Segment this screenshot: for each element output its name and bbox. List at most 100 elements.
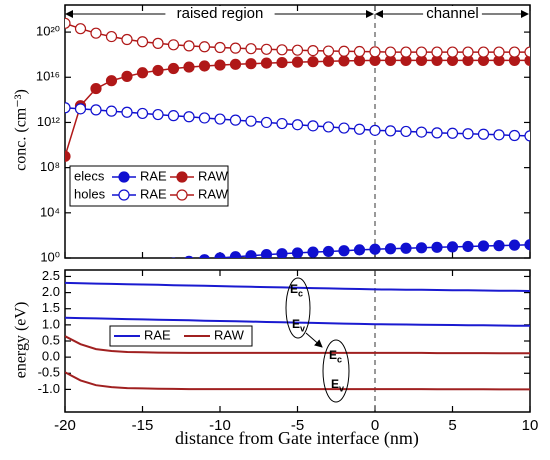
x-tick-label: -5 [291,417,304,434]
data-point [322,55,335,67]
y-tick-label: 10¹² [37,114,61,129]
data-point [524,130,530,142]
data-point [183,61,195,73]
plot-frame [64,4,531,259]
y-tick-label: 10⁰ [40,249,60,264]
data-point [74,23,87,35]
data-point [65,102,71,114]
data-point [90,27,102,39]
data-point [121,33,133,46]
band-label: E [329,348,337,362]
y-tick-label: 10⁴ [40,204,60,219]
legend-marker [176,171,188,183]
data-point [415,46,428,58]
x-tick-label: -20 [54,417,76,434]
legend-label: RAW [214,327,245,342]
data-point [508,46,521,58]
data-point [291,247,304,258]
band-label-sub: c [337,354,342,364]
data-point [183,40,195,52]
data-point [276,44,288,56]
data-point [291,44,304,56]
y-tick-label: 10¹⁶ [36,69,60,84]
region-label: raised region [177,5,264,22]
data-point [508,239,521,251]
data-point [369,243,381,255]
data-point [446,46,459,58]
data-point [229,42,242,54]
legend-group-label: elecs [74,168,105,183]
data-point [184,255,194,258]
legend-box [69,165,229,207]
y-tick-label: 2.0 [42,284,60,299]
data-point [276,117,288,130]
data-point [214,59,226,71]
legend-marker [118,171,130,183]
plot-area [65,281,530,391]
data-point [152,108,164,121]
legend-label: RAW [198,168,229,183]
data-point [493,240,505,252]
band-edge-line [65,335,530,355]
data-point [338,245,350,257]
data-point [508,129,521,142]
band-edge-line [65,371,530,391]
data-point [245,250,257,258]
data-point [400,125,412,138]
legend-label: RAE [140,186,167,201]
data-point [245,43,257,55]
y-tick-label: 0.5 [42,332,60,347]
data-point [65,150,71,162]
data-point [260,116,273,129]
band-arrow [305,332,323,348]
data-point [121,70,133,82]
y-tick-label: 2.5 [42,268,60,283]
data-point [338,45,350,57]
data-point [260,43,273,55]
band-ellipse [322,339,350,403]
data-point [74,103,87,115]
data-point [214,252,226,258]
y-tick-label: -1.0 [38,381,60,396]
band-label-sub: c [298,288,303,298]
data-point [105,30,118,43]
data-point [167,110,180,122]
data-point [229,114,242,126]
data-point [245,58,257,70]
data-point [353,244,366,256]
legend-marker [176,189,188,201]
data-point [229,58,242,70]
data-point [384,46,397,58]
data-point [122,267,132,277]
band-edge-line [65,281,530,292]
region-label: channel [426,5,479,22]
data-point [493,46,505,58]
data-point [199,254,210,258]
legend-group-label: holes [74,186,106,201]
data-point [400,46,412,58]
data-point [291,56,304,68]
data-point [307,120,319,132]
data-point [291,119,304,131]
x-tick-label: -15 [132,417,154,434]
data-point [415,126,428,138]
data-point [214,41,226,54]
data-point [431,241,443,253]
data-point [369,124,381,136]
y-tick-label: 1.5 [42,300,60,315]
data-point [307,246,319,258]
y-tick-label: 0.0 [42,349,60,364]
data-point [245,115,257,127]
legend-marker [118,189,130,201]
x-tick-label: 10 [522,417,539,434]
data-point [307,44,319,57]
y-tick-label: 10⁸ [40,159,60,174]
data-point [322,121,335,133]
data-point [90,104,102,116]
data-point [477,128,490,140]
data-point [167,39,180,51]
data-point [446,241,459,253]
data-point [167,62,180,75]
data-point [198,41,211,53]
x-axis-label: distance from Gate interface (nm) [175,428,419,449]
